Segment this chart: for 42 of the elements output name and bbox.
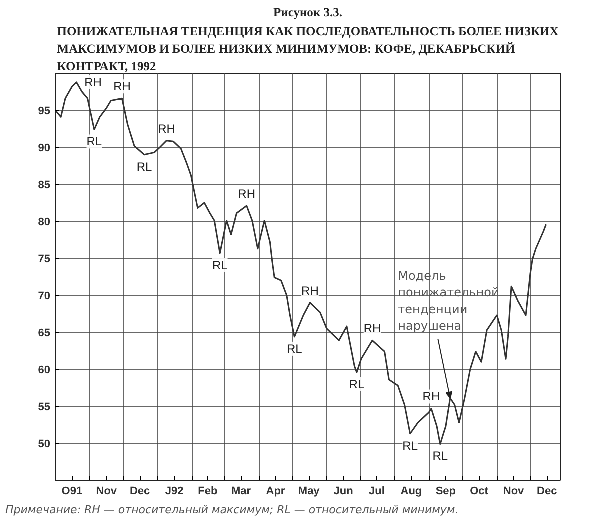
y-tick-label: 95 — [38, 106, 51, 118]
x-tick-label: Jul — [369, 486, 385, 498]
x-tick-label: Mar — [231, 486, 252, 498]
y-tick-label: 85 — [38, 180, 51, 192]
chart-subtitle: ПОНИЖАТЕЛЬНАЯ ТЕНДЕНЦИЯ КАК ПОСЛЕДОВАТЕЛЬНОСТЬ БОЛЕЕ НИЗКИХ МАКСИМУМОВ И БОЛЕЕ НИЗКИХ МИНИМУМОВ: КОФЕ, ДЕКАБРЬСКИЙ КОНТРАКТ, 1992 — [57, 24, 559, 74]
annotation: RL — [402, 438, 418, 453]
x-tick-label: J92 — [165, 486, 184, 498]
annotation: RH — [84, 75, 102, 90]
y-tick-label: 50 — [38, 438, 51, 450]
y-tick-label: 55 — [38, 402, 51, 414]
y-tick-label: 60 — [38, 364, 51, 376]
y-tick-label: 75 — [38, 254, 51, 266]
x-tick-label: Jun — [334, 486, 354, 498]
y-tick-label: 70 — [38, 290, 51, 302]
y-tick-label: 90 — [38, 142, 51, 154]
x-tick-label: Nov — [503, 486, 526, 498]
annotation: RH — [114, 80, 131, 94]
annotation: RH — [364, 322, 382, 336]
x-tick-label: Apr — [266, 486, 286, 498]
annotation: RL — [432, 449, 448, 464]
annotation: RL — [212, 258, 228, 272]
text: Примечание: RH — относительный максимум; RL — относительный минимум. — [6, 504, 459, 516]
y-tick-label: 65 — [38, 328, 51, 340]
chart-title: Рисунок 3.3. — [274, 6, 343, 20]
x-tick-label: Oct — [470, 486, 489, 498]
annotation: RH — [158, 122, 176, 136]
annotation: RH — [238, 186, 256, 201]
x-tick-label: O91 — [62, 486, 83, 498]
y-tick-label: 80 — [38, 216, 51, 228]
annotation: RH — [302, 284, 319, 298]
x-tick-label: Feb — [198, 486, 218, 498]
x-tick-label: Nov — [96, 486, 118, 498]
x-tick-label: Sep — [436, 486, 456, 498]
x-tick-label: Dec — [537, 486, 558, 498]
x-tick-label: May — [298, 486, 321, 498]
annotation: RL — [286, 342, 303, 356]
annotation: RL — [136, 160, 152, 174]
annotation: RH — [422, 390, 440, 404]
annotation: RL — [86, 134, 102, 149]
x-tick-label: Aug — [400, 486, 422, 498]
annotation: RL — [349, 377, 365, 392]
x-tick-label: Dec — [130, 486, 150, 498]
